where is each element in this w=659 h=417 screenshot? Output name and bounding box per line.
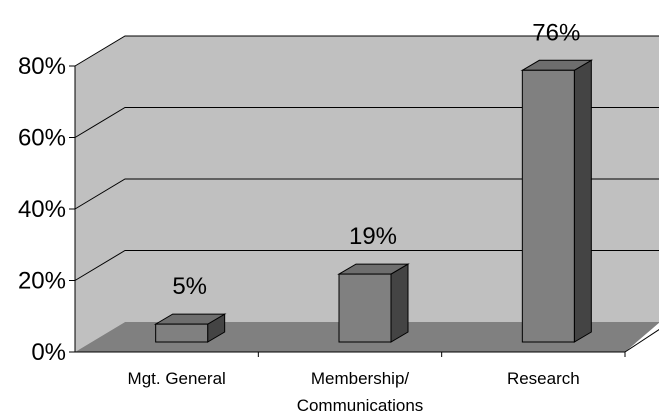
bar-front-face — [155, 323, 209, 343]
data-labels: 5% 19% 76% — [172, 19, 580, 300]
x-tick-label: Membership/Communications — [297, 369, 424, 415]
gridlines — [74, 35, 659, 281]
bar — [520, 59, 594, 343]
y-tick-label: 0% — [31, 339, 66, 366]
x-tick-label-line: Communications — [297, 396, 424, 415]
back-wall-plane — [75, 36, 659, 352]
bar-front-face — [338, 273, 392, 343]
x-tick-label: Research — [507, 369, 580, 388]
x-tick-label-line: Mgt. General — [128, 369, 226, 388]
data-label: 76% — [532, 19, 580, 46]
data-label: 19% — [349, 223, 397, 250]
gridline — [74, 250, 659, 281]
y-tick-label: 80% — [18, 53, 66, 80]
floor-edge-line — [624, 329, 659, 353]
data-label: 5% — [172, 273, 207, 300]
y-tick-label: 60% — [18, 125, 66, 152]
x-tick-label: Mgt. General — [128, 369, 226, 388]
bars — [153, 59, 594, 343]
bar — [153, 313, 227, 343]
gridline — [74, 178, 659, 210]
back-wall — [75, 36, 659, 352]
x-tick-label-line: Research — [507, 369, 580, 388]
gridline — [74, 35, 659, 67]
gridline — [74, 107, 659, 138]
bar-side-face — [390, 263, 409, 343]
axes — [69, 65, 659, 357]
x-tick-label-line: Membership/ — [311, 369, 410, 388]
y-tick-labels: 0% 20% 40% 60% 80% — [18, 53, 66, 366]
bar-side-face — [573, 59, 592, 343]
bar-front-face — [521, 69, 575, 343]
y-tick-label: 40% — [18, 196, 66, 223]
y-tick-label: 20% — [18, 268, 66, 295]
x-tick-labels: Mgt. General Membership/Communications Res… — [128, 369, 580, 415]
bar — [337, 263, 410, 343]
